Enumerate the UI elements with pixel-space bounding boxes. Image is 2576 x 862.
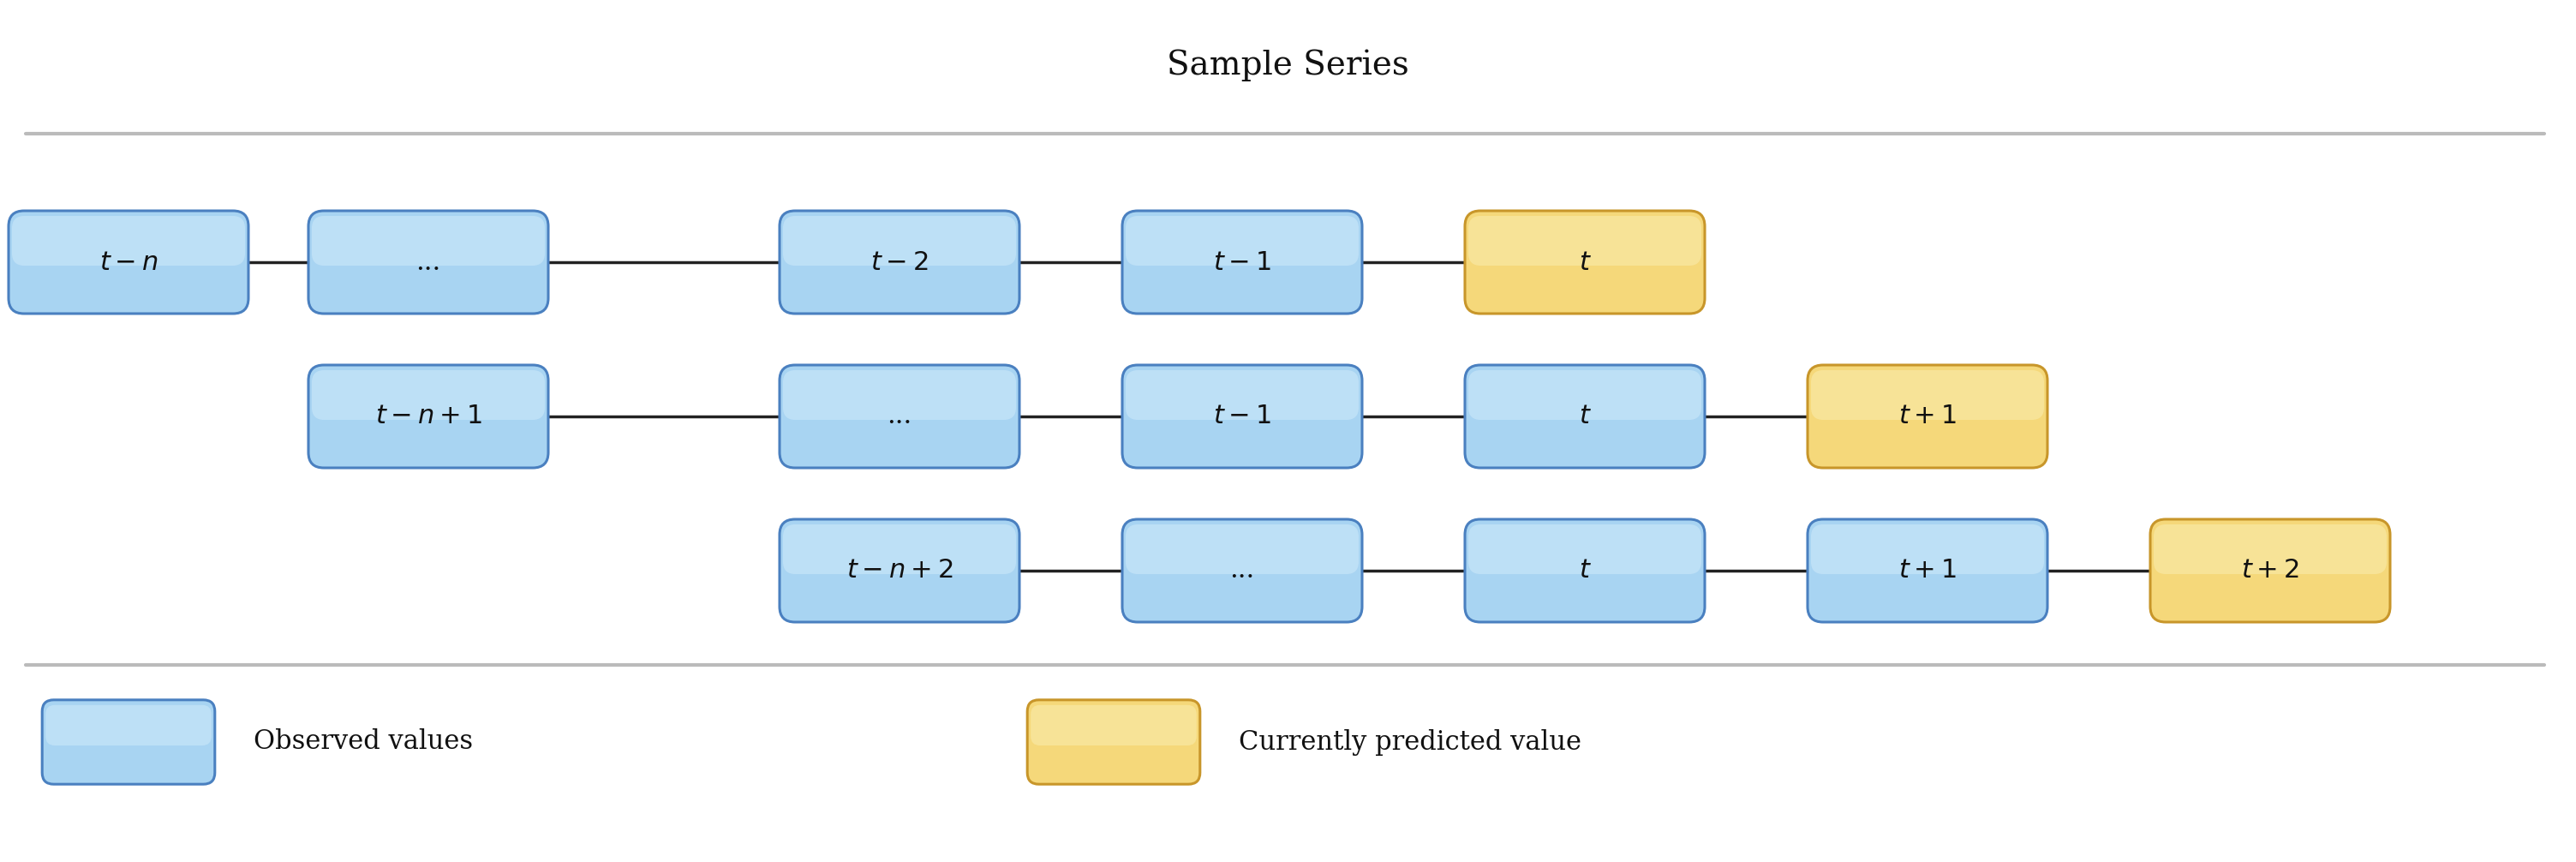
- FancyBboxPatch shape: [1126, 216, 1358, 265]
- FancyBboxPatch shape: [1466, 365, 1705, 468]
- Text: $\mathit{t-n+1}$: $\mathit{t-n+1}$: [376, 403, 482, 430]
- Text: $\mathit{t+2}$: $\mathit{t+2}$: [2241, 558, 2300, 584]
- FancyBboxPatch shape: [1030, 705, 1198, 746]
- FancyBboxPatch shape: [1811, 370, 2043, 420]
- FancyBboxPatch shape: [783, 216, 1015, 265]
- FancyBboxPatch shape: [783, 370, 1015, 420]
- FancyBboxPatch shape: [1466, 519, 1705, 622]
- Text: $\mathit{t-n}$: $\mathit{t-n}$: [98, 249, 157, 276]
- FancyBboxPatch shape: [309, 365, 549, 468]
- FancyBboxPatch shape: [2151, 519, 2391, 622]
- FancyBboxPatch shape: [13, 216, 245, 265]
- Text: ...: ...: [886, 403, 912, 430]
- FancyBboxPatch shape: [1028, 700, 1200, 784]
- FancyBboxPatch shape: [8, 211, 247, 314]
- Text: $\mathit{t}$: $\mathit{t}$: [1579, 249, 1592, 276]
- FancyBboxPatch shape: [783, 524, 1015, 574]
- Text: Observed values: Observed values: [252, 728, 474, 755]
- FancyBboxPatch shape: [1468, 524, 1700, 574]
- Text: $\mathit{t}$: $\mathit{t}$: [1579, 403, 1592, 430]
- FancyBboxPatch shape: [1808, 365, 2048, 468]
- Text: ...: ...: [415, 249, 440, 276]
- Text: $\mathit{t-2}$: $\mathit{t-2}$: [871, 249, 927, 276]
- Text: $\mathit{t-1}$: $\mathit{t-1}$: [1213, 403, 1270, 430]
- FancyBboxPatch shape: [309, 211, 549, 314]
- FancyBboxPatch shape: [46, 705, 211, 746]
- Text: Sample Series: Sample Series: [1167, 49, 1409, 81]
- Text: $\mathit{t-n+2}$: $\mathit{t-n+2}$: [845, 558, 953, 584]
- FancyBboxPatch shape: [781, 365, 1020, 468]
- FancyBboxPatch shape: [1808, 519, 2048, 622]
- FancyBboxPatch shape: [781, 519, 1020, 622]
- Text: ...: ...: [1229, 558, 1255, 584]
- Text: $\mathit{t-1}$: $\mathit{t-1}$: [1213, 249, 1270, 276]
- Text: $\mathit{t+1}$: $\mathit{t+1}$: [1899, 558, 1958, 584]
- FancyBboxPatch shape: [1126, 370, 1358, 420]
- FancyBboxPatch shape: [1126, 524, 1358, 574]
- FancyBboxPatch shape: [312, 370, 546, 420]
- Text: $\mathit{t}$: $\mathit{t}$: [1579, 558, 1592, 584]
- FancyBboxPatch shape: [1123, 519, 1363, 622]
- FancyBboxPatch shape: [1466, 211, 1705, 314]
- FancyBboxPatch shape: [781, 211, 1020, 314]
- FancyBboxPatch shape: [1811, 524, 2043, 574]
- FancyBboxPatch shape: [312, 216, 546, 265]
- Text: $\mathit{t+1}$: $\mathit{t+1}$: [1899, 403, 1958, 430]
- Text: Currently predicted value: Currently predicted value: [1239, 728, 1582, 755]
- FancyBboxPatch shape: [1123, 211, 1363, 314]
- FancyBboxPatch shape: [1468, 216, 1700, 265]
- FancyBboxPatch shape: [1123, 365, 1363, 468]
- FancyBboxPatch shape: [41, 700, 214, 784]
- FancyBboxPatch shape: [1468, 370, 1700, 420]
- FancyBboxPatch shape: [2154, 524, 2388, 574]
